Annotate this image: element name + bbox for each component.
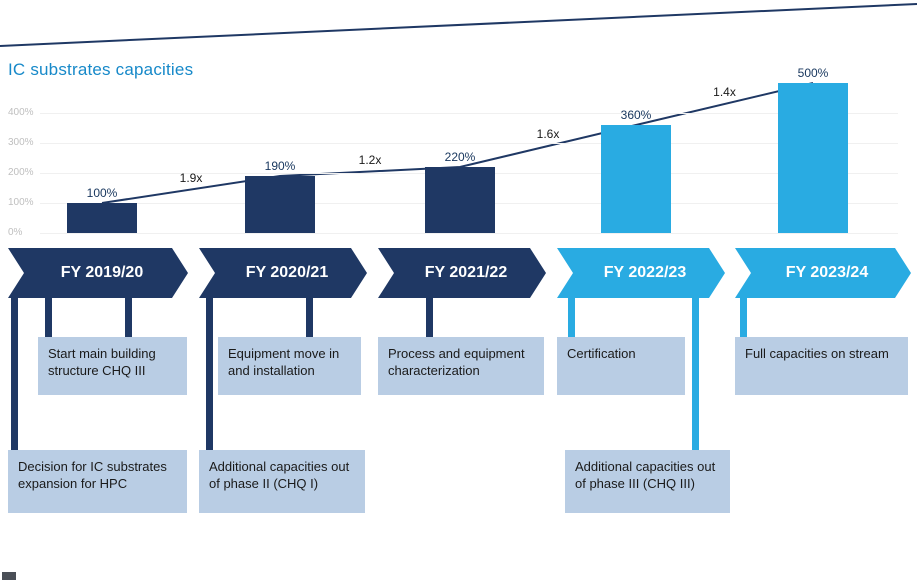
note-box-certification: Certification	[557, 337, 685, 395]
banner-label: FY 2021/22	[424, 264, 508, 281]
timeline-banner-fy2023-24: FY 2023/24	[735, 248, 911, 298]
note-box-process-characterization: Process and equipment characterization	[378, 337, 544, 395]
y-axis-tick-label: 300%	[8, 137, 34, 148]
gridline	[40, 143, 898, 144]
bar-value-label: 500%	[797, 66, 829, 80]
bar-fy2019-20	[67, 203, 137, 233]
bar-value-label: 360%	[620, 108, 652, 122]
timeline-banner-fy2022-23: FY 2022/23	[557, 248, 725, 298]
note-box-equipment-move-in: Equipment move in and installation	[218, 337, 361, 395]
banner-label: FY 2020/21	[245, 264, 329, 281]
note-box-full-capacities: Full capacities on stream	[735, 337, 908, 395]
connector-line	[45, 298, 52, 337]
top-divider-line	[0, 3, 917, 47]
connector-line	[568, 298, 575, 337]
note-box-additional-phase2: Additional capacities out of phase II (C…	[199, 450, 365, 513]
connector-line	[692, 298, 699, 450]
note-box-start-main-building: Start main building structure CHQ III	[38, 337, 187, 395]
y-axis-tick-label: 200%	[8, 167, 34, 178]
timeline-banner-fy2019-20: FY 2019/20	[8, 248, 188, 298]
connector-line	[11, 298, 18, 450]
banner-label: FY 2019/20	[60, 264, 144, 281]
bar-fy2020-21	[245, 176, 315, 233]
growth-multiplier-label: 1.6x	[536, 127, 560, 141]
banner-label: FY 2022/23	[603, 264, 687, 281]
bar-fy2021-22	[425, 167, 495, 233]
bar-value-label: 220%	[444, 150, 476, 164]
connector-line	[740, 298, 747, 337]
growth-multiplier-label: 1.2x	[358, 152, 382, 167]
timeline-banner-fy2021-22: FY 2021/22	[378, 248, 546, 298]
connector-line	[306, 298, 313, 337]
y-axis-tick-label: 0%	[8, 227, 23, 238]
timeline-banner-fy2020-21: FY 2020/21	[199, 248, 367, 298]
connector-line	[125, 298, 132, 337]
gridline	[40, 113, 898, 114]
gridline	[40, 233, 898, 234]
y-axis-tick-label: 100%	[8, 197, 34, 208]
bar-value-label: 100%	[86, 186, 118, 200]
note-box-decision-ic-substrates: Decision for IC substrates expansion for…	[8, 450, 187, 513]
bar-fy2023-24	[778, 83, 848, 233]
connector-line	[426, 298, 433, 337]
growth-multiplier-label: 1.4x	[713, 85, 736, 99]
page-title: IC substrates capacities	[8, 60, 194, 79]
y-axis-tick-label: 400%	[8, 107, 34, 118]
footer-logo-fragment	[2, 572, 16, 580]
bar-value-label: 190%	[264, 159, 296, 173]
growth-multiplier-label: 1.9x	[179, 170, 203, 185]
banner-label: FY 2023/24	[785, 264, 869, 281]
connector-line	[206, 298, 213, 450]
bar-fy2022-23	[601, 125, 671, 233]
note-box-additional-phase3: Additional capacities out of phase III (…	[565, 450, 730, 513]
